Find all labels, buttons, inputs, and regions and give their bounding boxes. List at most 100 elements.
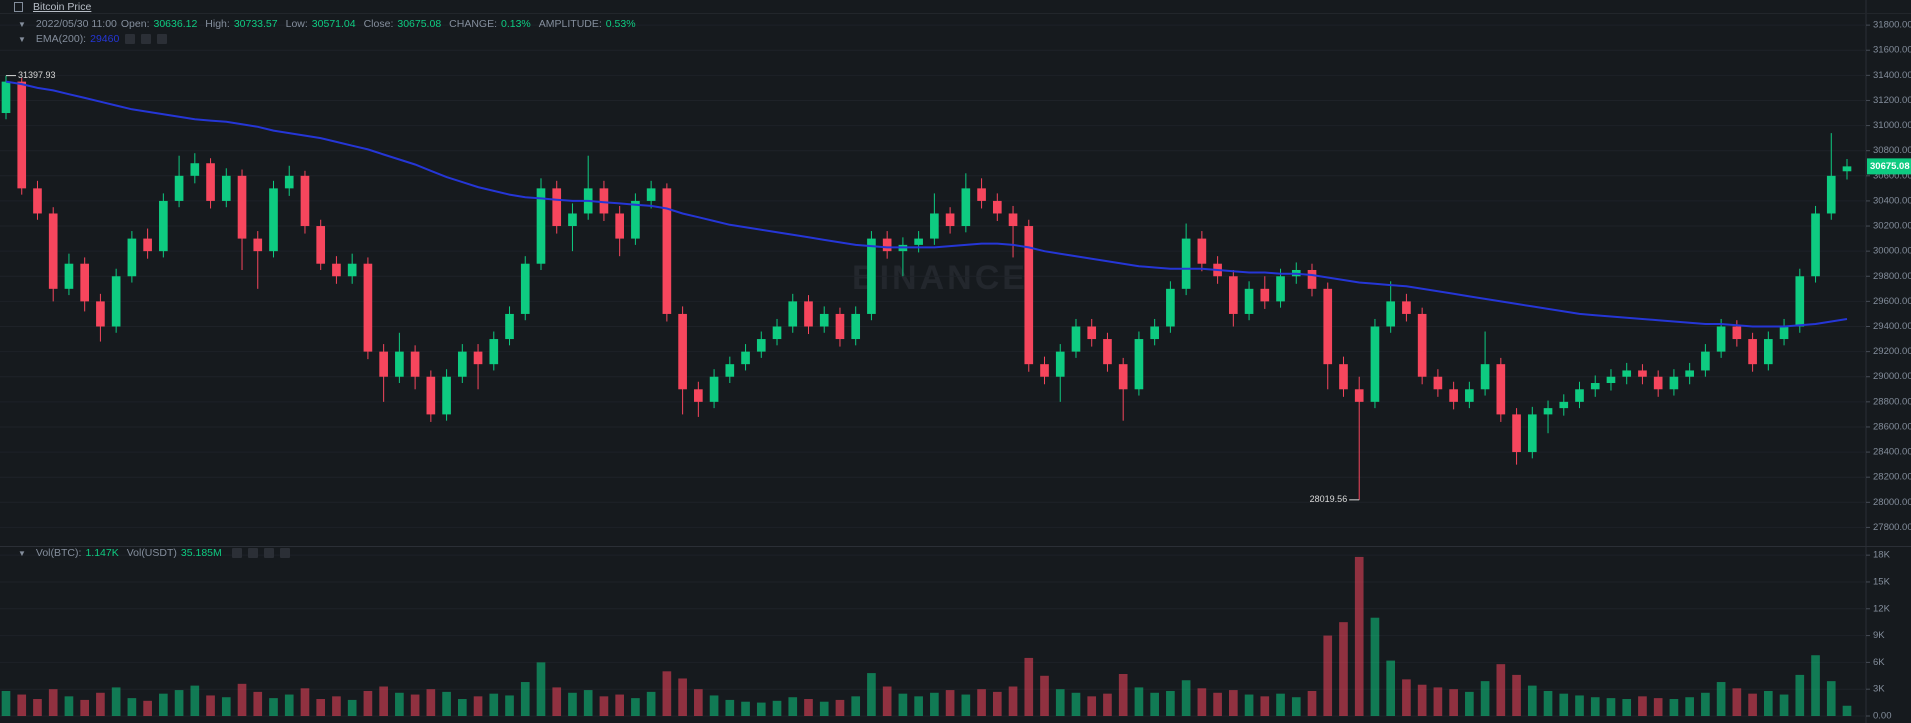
ohlc-legend: ▼ 2022/05/30 11:00 Open: 30636.12 High: 30… (0, 18, 640, 30)
button[interactable] (231, 548, 242, 558)
candle-body (961, 188, 971, 227)
y2-tick-label: 18K (1873, 550, 1891, 561)
volume-bar (1732, 688, 1742, 716)
label: Vol(USDT) (126, 547, 177, 559)
candle-body (1543, 408, 1553, 415)
volume-bar (1496, 664, 1506, 716)
volume-bar (269, 698, 278, 716)
value: 30636.12 (153, 18, 198, 30)
candle-body (725, 364, 735, 377)
volume-bar (473, 696, 483, 716)
volume-bar (1685, 697, 1694, 716)
button[interactable] (279, 548, 290, 558)
volume-bar (1040, 675, 1049, 716)
volume-bar (1354, 556, 1364, 716)
volume-bar (1716, 682, 1726, 716)
volume-bar (284, 694, 294, 716)
label: CHANGE: (449, 18, 497, 30)
value: 29460 (90, 33, 120, 45)
volume-bar (1622, 699, 1632, 716)
y-tick-label: 28400.00 (1873, 447, 1911, 458)
candle-body (819, 313, 829, 327)
volume-bar (300, 688, 310, 716)
candle-body (1622, 370, 1632, 377)
ema-line (5, 80, 1848, 328)
volume-bar (1575, 695, 1584, 716)
volume-bar (1433, 687, 1443, 716)
volume-bar (1276, 693, 1285, 716)
candle-body (1354, 389, 1364, 402)
candle-body (631, 200, 640, 239)
watermark: BINANCE (852, 259, 1028, 297)
button[interactable] (141, 34, 152, 44)
value: 1.147K (85, 547, 119, 559)
volume-bar (1402, 679, 1411, 716)
volume-bar (741, 701, 750, 716)
candle-body (1732, 326, 1742, 340)
page-title[interactable]: Bitcoin Price (33, 1, 92, 13)
button[interactable] (157, 34, 168, 44)
value: 35.185M (180, 547, 222, 559)
y2-tick-label: 6K (1873, 657, 1885, 668)
volume-bar (599, 696, 609, 716)
volume-bar (1527, 685, 1537, 716)
volume-bar (1150, 692, 1159, 716)
candle-body (206, 163, 215, 201)
candle-body (159, 200, 168, 252)
candle-body (1512, 414, 1521, 453)
candle-body (1842, 166, 1852, 172)
volume-bar (1291, 697, 1301, 716)
volume-bar (190, 685, 200, 716)
volume-bar (395, 692, 404, 716)
candle-body (1811, 213, 1820, 277)
candle-body (1071, 326, 1081, 352)
top-bar: Bitcoin Price (14, 1, 91, 13)
value: 30733.57 (233, 18, 278, 30)
candle-body (756, 339, 766, 352)
caret[interactable]: ▼ (18, 34, 26, 44)
label: Low: (285, 18, 308, 30)
volume-bar (1811, 655, 1820, 716)
low-label: 28019.56 (1310, 494, 1348, 504)
volume-bar (1244, 694, 1254, 716)
volume-bar (237, 683, 247, 716)
candle-body (678, 313, 687, 390)
volume-bar (1229, 690, 1238, 716)
candle-body (410, 351, 420, 377)
volume-bar (174, 690, 184, 716)
volume-bar (457, 699, 467, 716)
volume-bar (914, 696, 923, 716)
candle-body (741, 351, 750, 365)
volume-bar (1795, 674, 1805, 716)
value: 30571.04 (311, 18, 356, 30)
candle-body (694, 389, 703, 402)
volume-bar (127, 698, 137, 716)
candle-body (1370, 326, 1380, 402)
y-tick-label: 28200.00 (1873, 472, 1911, 483)
candle-body (473, 351, 483, 365)
volume-bar (536, 662, 546, 716)
button[interactable] (263, 548, 274, 558)
datetime: 2022/05/30 11:00 (35, 18, 117, 30)
candle-body (457, 351, 467, 377)
candle-body (1638, 370, 1647, 377)
candle-body (347, 263, 357, 277)
volume-bar (520, 682, 530, 716)
candle-body (48, 213, 58, 289)
volume-bar (1465, 691, 1474, 716)
caret[interactable]: ▼ (18, 19, 26, 29)
button[interactable] (125, 34, 136, 44)
volume-bar (646, 691, 656, 716)
y-tick-label: 31200.00 (1873, 95, 1911, 106)
volume-bar (1260, 696, 1270, 716)
volume-bar (33, 699, 42, 716)
volume-bar (1370, 617, 1380, 716)
candle-body (1260, 288, 1270, 302)
button[interactable] (247, 548, 258, 558)
volume-bar (316, 699, 326, 716)
ema-legend: ▼ EMA(200): 29460 (0, 33, 168, 45)
caret[interactable]: ▼ (18, 548, 26, 558)
volume-bar (725, 699, 735, 716)
y-tick-label: 30600.00 (1873, 170, 1911, 181)
volume-bar (1842, 705, 1852, 716)
